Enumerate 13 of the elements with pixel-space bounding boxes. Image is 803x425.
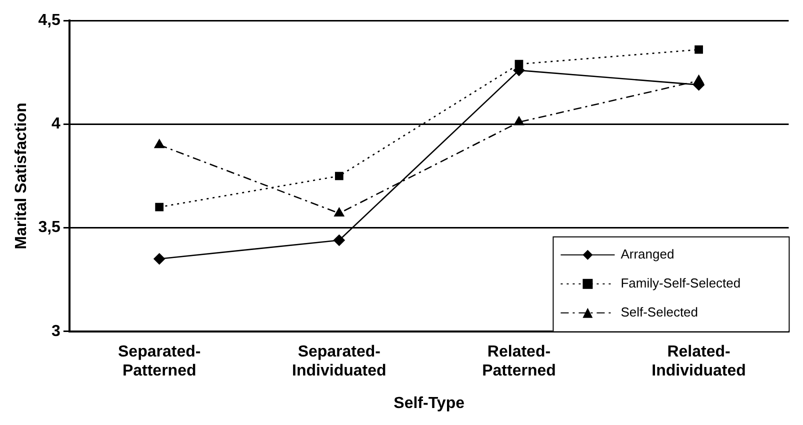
x-tick-label: Related-Individuated	[652, 343, 746, 380]
y-tick-label: 3	[52, 322, 61, 340]
legend-label: Arranged	[620, 246, 674, 262]
y-tick-label: 4	[52, 116, 61, 133]
legend-label: Family-Self-Selected	[620, 275, 741, 290]
x-tick-label: Separated-Individuated	[292, 343, 386, 380]
y-tick-label: 3,5	[38, 219, 61, 236]
x-tick-label: Separated-Patterned	[118, 343, 201, 380]
x-tick-label: Related-Patterned	[482, 343, 556, 380]
y-tick-label: 4,5	[38, 12, 61, 30]
x-axis-title: Self-Type	[394, 394, 465, 412]
legend-label: Self-Selected	[620, 304, 698, 320]
y-axis-title: Marital Satisfaction	[13, 102, 30, 250]
